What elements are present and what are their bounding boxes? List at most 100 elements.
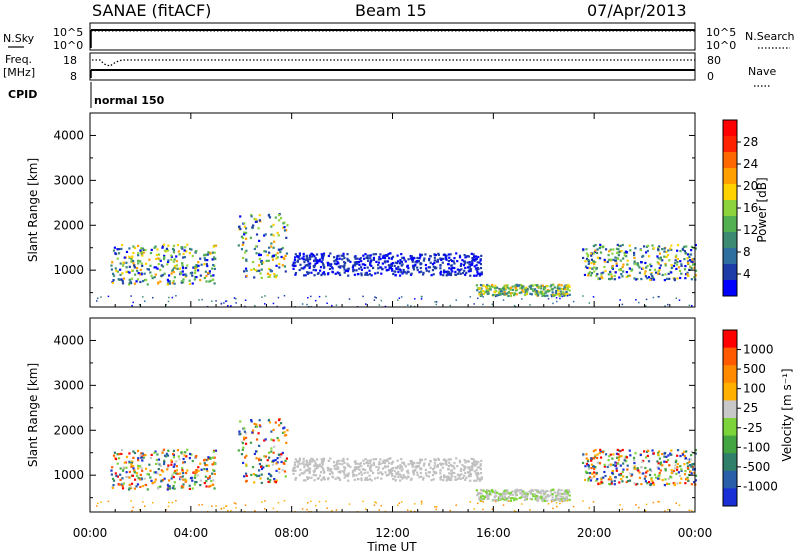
velocity-cell — [262, 466, 265, 469]
velocity-cell — [635, 504, 637, 506]
velocity-cell — [541, 489, 545, 492]
velocity-cell — [264, 500, 266, 502]
velocity-cell — [283, 470, 287, 473]
power-cell — [258, 214, 261, 217]
velocity-cell — [120, 483, 123, 486]
velocity-cell — [550, 499, 553, 502]
velocity-cell — [397, 470, 400, 474]
power-cell — [503, 285, 506, 288]
power-cell — [477, 297, 479, 300]
velocity-colorbar-swatch — [723, 453, 737, 472]
velocity-cell — [386, 459, 389, 462]
power-cell — [476, 270, 479, 274]
power-cell — [586, 255, 590, 258]
velocity-cell — [400, 469, 403, 472]
power-cell — [354, 257, 357, 260]
velocity-cell — [625, 456, 629, 459]
velocity-cell — [203, 481, 206, 485]
power-cell — [485, 287, 488, 290]
power-cell — [186, 243, 189, 246]
power-cell — [674, 262, 677, 265]
power-cell — [157, 282, 160, 285]
velocity-cell — [283, 499, 286, 502]
velocity-cell — [138, 508, 141, 511]
velocity-cell — [384, 466, 387, 469]
power-cell — [542, 286, 545, 290]
velocity-cell — [363, 462, 366, 465]
power-cell — [389, 266, 393, 269]
power-cell — [215, 300, 217, 302]
velocity-cell — [689, 470, 692, 473]
velocity-cell — [188, 487, 191, 491]
velocity-cell — [679, 465, 682, 468]
power-cell — [312, 268, 315, 272]
beam-title: Beam 15 — [355, 1, 427, 20]
power-cell — [400, 296, 403, 298]
velocity-cell — [564, 493, 567, 496]
power-cell — [366, 259, 370, 262]
power-cell — [563, 286, 566, 289]
freq-unit-label: [MHz] — [3, 66, 35, 79]
power-colorbar-label: Power [dB] — [755, 177, 769, 242]
power-cell — [585, 248, 588, 251]
power-cell — [305, 258, 308, 261]
velocity-cell — [235, 502, 237, 505]
velocity-cell — [302, 460, 305, 463]
power-cell — [314, 269, 318, 272]
velocity-cell — [173, 481, 176, 484]
power-cell — [404, 260, 407, 263]
velocity-cell — [566, 498, 569, 501]
velocity-cell — [497, 498, 501, 501]
velocity-cell — [473, 470, 476, 473]
power-cell — [277, 213, 281, 217]
velocity-cell — [497, 497, 500, 500]
velocity-cell — [488, 489, 491, 493]
power-cell — [379, 257, 382, 261]
velocity-cell — [652, 483, 656, 486]
velocity-cell — [171, 501, 174, 504]
velocity-cell — [294, 476, 298, 480]
power-cell — [618, 244, 621, 247]
velocity-cell — [609, 463, 613, 466]
velocity-cell — [258, 444, 261, 448]
velocity-cell — [116, 475, 119, 478]
velocity-cell — [316, 477, 320, 480]
power-cell — [397, 265, 400, 269]
velocity-cell — [587, 464, 590, 467]
power-cell — [257, 227, 260, 230]
power-cell — [273, 240, 276, 243]
power-cell — [479, 290, 483, 293]
velocity-cell — [401, 477, 404, 480]
velocity-cell — [694, 474, 698, 477]
velocity-cell — [167, 479, 171, 482]
velocity-cell — [391, 467, 395, 470]
power-cell — [561, 295, 563, 298]
velocity-cell — [244, 456, 247, 459]
power-cell — [161, 245, 165, 248]
power-cell — [197, 269, 200, 272]
power-cell — [599, 245, 602, 248]
power-cell — [513, 292, 517, 295]
power-cell — [590, 254, 593, 257]
power-cell — [674, 255, 677, 259]
power-cell — [521, 298, 523, 300]
velocity-cell — [144, 467, 148, 470]
velocity-cell — [686, 478, 689, 481]
power-cell — [176, 243, 180, 247]
velocity-cell — [260, 465, 263, 468]
velocity-cell — [558, 499, 561, 502]
power-cell — [140, 251, 143, 254]
velocity-cell — [623, 456, 626, 459]
velocity-cell — [447, 468, 450, 471]
velocity-cell — [276, 461, 279, 464]
power-cell — [285, 252, 289, 255]
power-cell — [561, 287, 564, 291]
velocity-cell — [448, 472, 451, 475]
velocity-cell — [377, 466, 380, 469]
velocity-cell — [201, 503, 203, 506]
power-cell — [657, 248, 660, 251]
power-cell — [166, 249, 170, 252]
power-cell — [406, 304, 409, 306]
power-cell — [449, 273, 453, 277]
